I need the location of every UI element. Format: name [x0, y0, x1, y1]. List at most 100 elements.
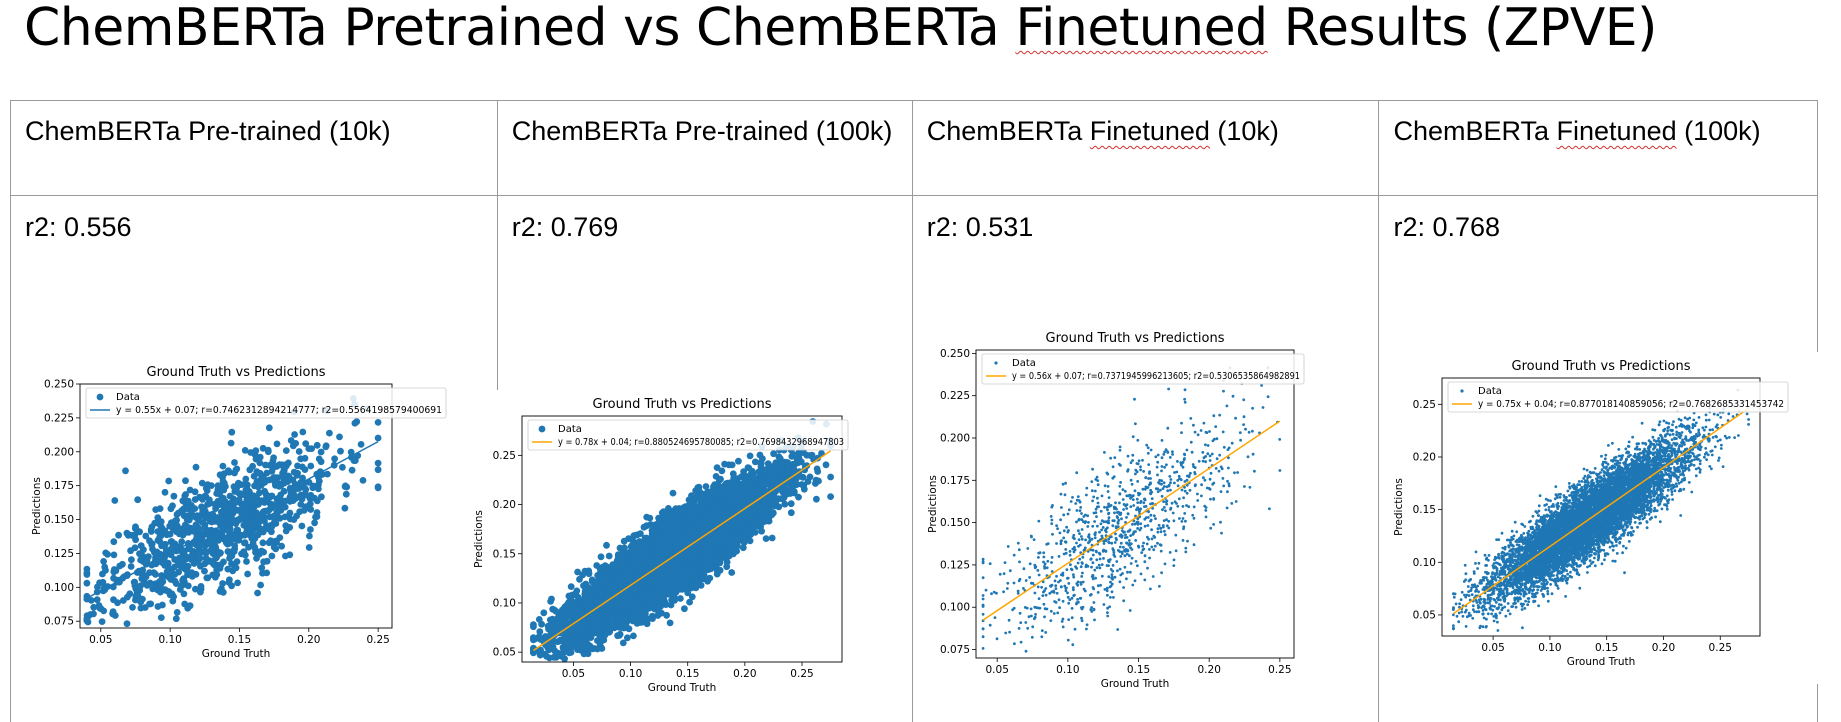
data-point [597, 553, 605, 561]
data-point [124, 593, 131, 601]
y-tick-label: 0.250 [44, 379, 74, 391]
data-point [192, 585, 199, 593]
data-point [302, 440, 310, 447]
data-point [136, 528, 143, 536]
data-point [197, 588, 204, 596]
x-tick-label: 0.25 [366, 634, 389, 646]
data-point [281, 503, 289, 511]
data-point [342, 490, 350, 498]
data-point [213, 490, 221, 497]
data-point [276, 461, 283, 469]
x-axis-label: Ground Truth [202, 648, 271, 660]
slide-title-main: ChemBERTa Pretrained vs ChemBERTa [24, 0, 1015, 58]
data-point [336, 433, 343, 441]
data-point [136, 550, 143, 558]
data-point [302, 491, 309, 499]
data-point [245, 502, 252, 510]
header-cell-pretrained-100k: ChemBERTa Pre-trained (100k) [496, 100, 913, 196]
data-point [259, 539, 267, 547]
data-point [225, 578, 233, 586]
data-point [219, 580, 227, 587]
data-point [374, 466, 382, 474]
data-point [278, 497, 285, 504]
data-point [313, 441, 321, 449]
data-point [221, 501, 229, 508]
r2-value: r2: 0.769 [498, 196, 912, 243]
data-point [156, 538, 164, 546]
data-point [290, 516, 298, 523]
data-point [287, 495, 295, 502]
data-point [191, 488, 199, 496]
data-point [228, 532, 235, 540]
data-point [317, 448, 325, 456]
data-point [185, 505, 193, 513]
data-point [264, 446, 272, 454]
data-point [167, 538, 175, 546]
x-tick-label: 0.10 [158, 634, 181, 646]
data-point [110, 574, 117, 582]
header-text-tail: (100k) [1677, 116, 1761, 146]
data-point [289, 442, 297, 450]
data-point [143, 557, 151, 565]
data-point [374, 419, 382, 426]
data-point [271, 502, 279, 510]
data-point [197, 541, 205, 548]
data-point [198, 479, 206, 487]
data-point [284, 477, 292, 485]
data-point [175, 568, 183, 576]
data-point [168, 519, 175, 526]
data-point [713, 464, 721, 471]
data-points [83, 395, 382, 628]
data-point [282, 522, 290, 529]
y-tick-label: 0.125 [44, 548, 74, 560]
data-point [151, 519, 159, 527]
data-point [184, 604, 192, 612]
x-tick-label: 0.15 [228, 634, 251, 646]
data-point [151, 548, 158, 556]
data-point [194, 557, 202, 565]
data-point [643, 513, 651, 521]
data-point [226, 509, 234, 517]
header-text: ChemBERTa Pre-trained (10k) [25, 116, 391, 146]
data-point [282, 447, 290, 454]
data-point [331, 455, 338, 463]
data-point [171, 563, 178, 571]
data-point [621, 544, 628, 552]
data-point [93, 596, 101, 604]
data-point [253, 555, 260, 562]
data-point [282, 552, 289, 560]
data-point [300, 506, 308, 514]
data-point [102, 566, 109, 574]
data-point [94, 583, 101, 591]
data-point [167, 505, 175, 513]
data-point [83, 579, 91, 587]
data-point [231, 459, 238, 466]
data-point [663, 611, 670, 619]
data-point [203, 487, 211, 494]
data-point [278, 542, 285, 550]
data-point [251, 482, 258, 490]
data-point [307, 526, 314, 533]
data-point [194, 548, 202, 555]
data-point [205, 540, 213, 548]
data-point [326, 429, 333, 437]
fit-line [86, 440, 379, 599]
data-point [259, 569, 266, 577]
data-point [157, 588, 164, 596]
data-point [184, 497, 192, 505]
data-point [208, 482, 215, 489]
data-point [234, 579, 242, 587]
data-point [315, 455, 323, 463]
data-point [282, 527, 290, 535]
data-point [270, 454, 277, 462]
data-point [167, 572, 175, 580]
scatter-chart-pretrained-10k: Ground Truth vs Predictions 0.05 0.10 0.15 0… [28, 360, 468, 678]
data-point [111, 497, 119, 504]
data-point [261, 517, 268, 525]
data-point [259, 528, 267, 536]
header-cell-pretrained-10k: ChemBERTa Pre-trained (10k) [10, 100, 498, 196]
data-point [295, 448, 303, 455]
data-point [342, 482, 349, 490]
data-point [307, 491, 315, 499]
data-point [100, 558, 107, 565]
